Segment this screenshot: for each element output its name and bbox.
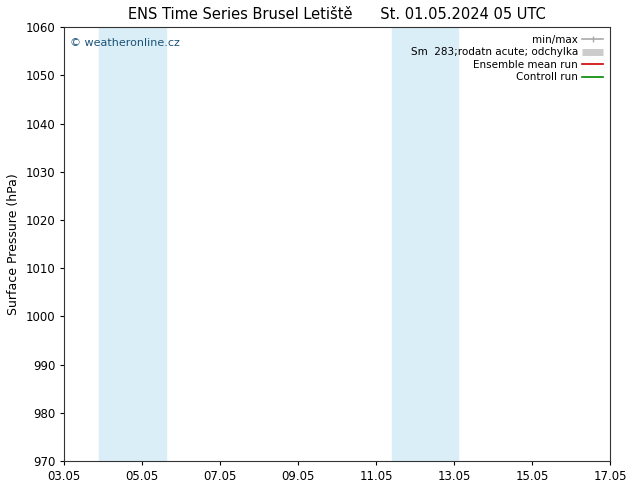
Legend: min/max, Sm  283;rodatn acute; odchylka, Ensemble mean run, Controll run: min/max, Sm 283;rodatn acute; odchylka, … (409, 32, 605, 84)
Bar (100, 27, 165, 461)
Bar (392, 27, 458, 461)
Y-axis label: Surface Pressure (hPa): Surface Pressure (hPa) (7, 173, 20, 315)
Text: © weatheronline.cz: © weatheronline.cz (70, 38, 179, 48)
Title: ENS Time Series Brusel Letiště      St. 01.05.2024 05 UTC: ENS Time Series Brusel Letiště St. 01.05… (129, 7, 546, 22)
